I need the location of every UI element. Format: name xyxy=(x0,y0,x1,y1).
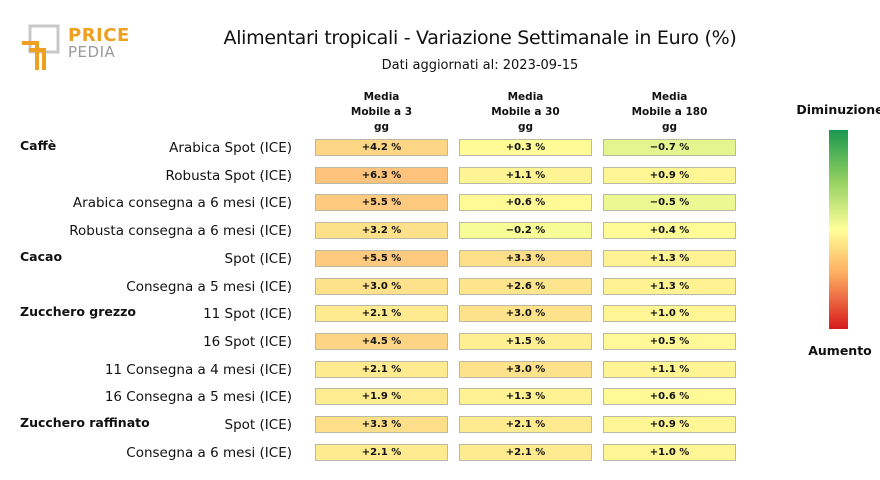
heatmap-cell: +1.0 % xyxy=(603,443,736,461)
heatmap-cell: +6.3 % xyxy=(315,166,448,184)
heatmap-cell: +2.6 % xyxy=(459,277,592,295)
heatmap-cell: +2.1 % xyxy=(315,443,448,461)
chart-subtitle: Dati aggiornati al: 2023-09-15 xyxy=(381,58,579,73)
heatmap-cell: +1.9 % xyxy=(315,388,448,406)
heatmap-cell: +3.3 % xyxy=(315,416,448,433)
row-label: Robusta Spot (ICE) xyxy=(165,167,292,184)
row-label: 16 Consegna a 5 mesi (ICE) xyxy=(104,389,292,406)
heatmap-cell: +3.0 % xyxy=(315,277,448,295)
row-label: Consegna a 5 mesi (ICE) xyxy=(126,278,292,295)
logo-text-pedia: PEDIA xyxy=(68,43,116,61)
row-label: 11 Consegna a 4 mesi (ICE) xyxy=(104,361,292,378)
row-label: Consegna a 6 mesi (ICE) xyxy=(126,444,292,461)
heatmap-cell: +5.5 % xyxy=(315,194,448,212)
row-label: Spot (ICE) xyxy=(224,250,292,267)
heatmap-cell: +0.9 % xyxy=(603,166,736,184)
heatmap-cell: +1.5 % xyxy=(459,332,592,350)
column-header: Media Mobile a 3 gg xyxy=(350,91,413,133)
heatmap-cell: +0.5 % xyxy=(603,332,736,350)
heatmap-cell: −0.2 % xyxy=(459,222,592,240)
heatmap-cell: +2.1 % xyxy=(459,416,592,433)
row-label: Arabica Spot (ICE) xyxy=(169,140,292,156)
heatmap-cell: +0.4 % xyxy=(603,222,736,240)
group-label: Cacao xyxy=(20,248,63,264)
heatmap-cell: +3.2 % xyxy=(315,222,448,240)
heatmap-cell: +3.3 % xyxy=(459,249,592,267)
heatmap-cell: +4.2 % xyxy=(315,139,448,156)
heatmap-cell: +2.1 % xyxy=(315,360,448,378)
legend-label-increase: Aumento xyxy=(808,343,872,358)
heatmap-cell: +0.3 % xyxy=(459,139,592,156)
row-label: Arabica consegna a 6 mesi (ICE) xyxy=(72,195,292,212)
heatmap-cell: +0.6 % xyxy=(459,194,592,212)
group-label: Zucchero raffinato xyxy=(20,415,150,430)
heatmap-cell: +1.1 % xyxy=(603,360,736,378)
row-label: Spot (ICE) xyxy=(224,417,292,433)
row-label: 11 Spot (ICE) xyxy=(203,306,292,323)
heatmap-cell: −0.7 % xyxy=(603,139,736,156)
group-label: Caffè xyxy=(20,138,57,153)
legend-label-decrease: Diminuzione xyxy=(796,102,880,117)
heatmap-cell: +1.3 % xyxy=(603,249,736,267)
row-label: 16 Spot (ICE) xyxy=(203,333,292,350)
heatmap-cell: +0.6 % xyxy=(603,388,736,406)
row-label: Robusta consegna a 6 mesi (ICE) xyxy=(69,223,292,240)
column-header: Media Mobile a 30 gg xyxy=(491,91,560,133)
heatmap-cell: +5.5 % xyxy=(315,249,448,267)
group-label: Zucchero grezzo xyxy=(20,304,136,320)
heatmap-cell: +1.1 % xyxy=(459,166,592,184)
column-header: Media Mobile a 180 gg xyxy=(631,91,708,133)
heatmap-cell: +1.3 % xyxy=(459,388,592,406)
heatmap-cell: +1.0 % xyxy=(603,305,736,323)
legend-color-scale xyxy=(829,130,848,329)
heatmap-cell: +3.0 % xyxy=(459,305,592,323)
heatmap-cell: +0.9 % xyxy=(603,416,736,433)
heatmap-cell: +2.1 % xyxy=(459,443,592,461)
logo-mark-icon xyxy=(22,24,60,70)
logo-text-price: PRICE xyxy=(68,25,130,46)
heatmap-cell: −0.5 % xyxy=(603,194,736,212)
heatmap-cell: +3.0 % xyxy=(459,360,592,378)
pricepedia-logo: PRICE PEDIA xyxy=(20,24,130,74)
heatmap-cell: +4.5 % xyxy=(315,332,448,350)
heatmap-cell: +1.3 % xyxy=(603,277,736,295)
chart-title: Alimentari tropicali - Variazione Settim… xyxy=(223,27,737,49)
heatmap-cell: +2.1 % xyxy=(315,305,448,323)
